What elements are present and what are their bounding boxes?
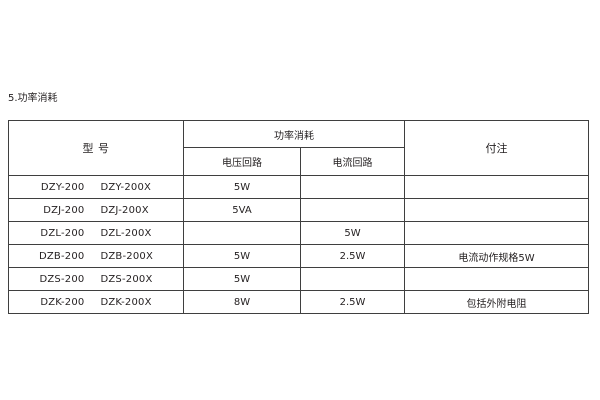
model-code-primary: DZS-200 (39, 273, 85, 285)
column-header-power-consumption: 功率消耗 (183, 120, 405, 148)
cell-current-circuit: 2.5W (300, 290, 405, 314)
cell-current-circuit (300, 198, 405, 222)
model-code-primary: DZJ-200 (43, 204, 85, 216)
model-code-primary: DZB-200 (38, 250, 85, 262)
page-title: 5.功率消耗 (8, 93, 58, 104)
cell-note (404, 198, 589, 222)
model-code-variant: DZB-200X (100, 250, 154, 262)
cell-voltage-circuit: 5W (183, 267, 301, 291)
table-header-row-1: 型 号 功率消耗 付注 (8, 120, 589, 176)
cell-note (404, 267, 589, 291)
table-row: DZB-200 DZB-200X 5W 2.5W 电流动作规格5W (8, 244, 589, 268)
table-row: DZL-200 DZL-200X 5W (8, 221, 589, 245)
cell-current-circuit (300, 267, 405, 291)
cell-note (404, 175, 589, 199)
table-row: DZK-200 DZK-200X 8W 2.5W 包括外附电阻 (8, 290, 589, 314)
cell-note: 包括外附电阻 (404, 290, 589, 314)
cell-note: 电流动作规格5W (404, 244, 589, 268)
model-code-primary: DZK-200 (40, 296, 85, 308)
column-header-note: 付注 (404, 120, 589, 176)
cell-model: DZL-200 DZL-200X (8, 221, 184, 245)
cell-voltage-circuit: 8W (183, 290, 301, 314)
table-body: DZY-200 DZY-200X 5W DZJ-200 DZJ-200X 5VA D… (8, 175, 589, 314)
model-code-variant: DZK-200X (100, 296, 152, 308)
cell-model: DZB-200 DZB-200X (8, 244, 184, 268)
cell-current-circuit: 2.5W (300, 244, 405, 268)
table-row: DZJ-200 DZJ-200X 5VA (8, 198, 589, 222)
cell-voltage-circuit (183, 221, 301, 245)
table-header: 型 号 功率消耗 付注 电压回路 电流回路 (8, 120, 589, 176)
cell-model: DZJ-200 DZJ-200X (8, 198, 184, 222)
cell-model: DZK-200 DZK-200X (8, 290, 184, 314)
cell-model: DZY-200 DZY-200X (8, 175, 184, 199)
cell-current-circuit: 5W (300, 221, 405, 245)
model-code-variant: DZS-200X (100, 273, 153, 285)
table-row: DZY-200 DZY-200X 5W (8, 175, 589, 199)
column-header-current-circuit: 电流回路 (300, 147, 405, 176)
cell-voltage-circuit: 5W (183, 175, 301, 199)
model-code-variant: DZL-200X (100, 227, 152, 239)
cell-voltage-circuit: 5W (183, 244, 301, 268)
column-header-voltage-circuit: 电压回路 (183, 147, 301, 176)
table-header-row-2: 电压回路 电流回路 (9, 147, 589, 176)
power-consumption-table: 型 号 功率消耗 付注 电压回路 电流回路 DZY-200 DZY-200X 5W… (8, 120, 589, 314)
column-header-model: 型 号 (8, 120, 184, 176)
cell-voltage-circuit: 5VA (183, 198, 301, 222)
model-code-primary: DZY-200 (40, 181, 85, 193)
cell-current-circuit (300, 175, 405, 199)
table-row: DZS-200 DZS-200X 5W (8, 267, 589, 291)
cell-model: DZS-200 DZS-200X (8, 267, 184, 291)
cell-note (404, 221, 589, 245)
model-code-variant: DZY-200X (100, 181, 152, 193)
model-code-primary: DZL-200 (40, 227, 85, 239)
model-code-variant: DZJ-200X (100, 204, 149, 216)
